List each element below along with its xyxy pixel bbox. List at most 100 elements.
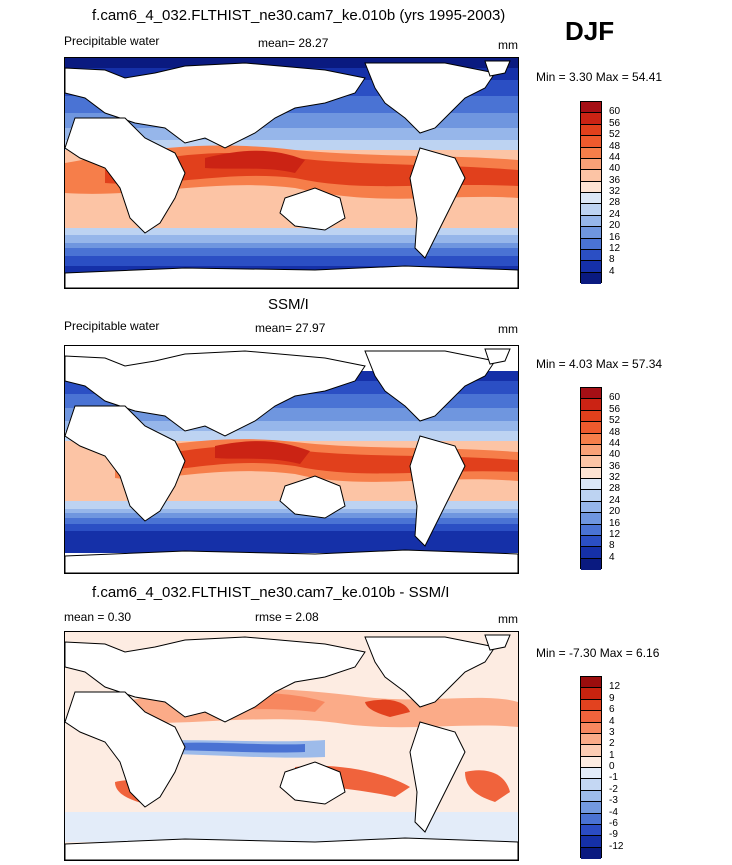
panel-title: f.cam6_4_032.FLTHIST_ne30.cam7_ke.010b (… bbox=[92, 7, 506, 24]
colorbar-tick-label: -4 bbox=[609, 806, 618, 818]
colorbar-swatch bbox=[581, 467, 601, 479]
colorbar-tick-label: 0 bbox=[609, 761, 615, 772]
colorbar-tick-label: 44 bbox=[609, 437, 621, 449]
colorbar-tick-label: 4 bbox=[609, 715, 615, 727]
colorbar-tick-label: -6 bbox=[609, 817, 618, 829]
colorbar-swatch bbox=[581, 238, 601, 250]
mean-label: mean= 28.27 bbox=[258, 36, 329, 50]
colorbar-tick-label: 4 bbox=[609, 551, 615, 563]
colorbar-swatch bbox=[581, 444, 601, 457]
colorbar-observation bbox=[580, 387, 602, 570]
map-observation-svg bbox=[65, 346, 518, 573]
mean-label: mean= 27.97 bbox=[255, 321, 326, 335]
colorbar-tick-label: -9 bbox=[609, 829, 618, 841]
colorbar-tick-label: 12 bbox=[609, 242, 621, 254]
colorbar-tick-label: -12 bbox=[609, 840, 624, 852]
colorbar-swatch bbox=[581, 722, 601, 734]
map-model bbox=[64, 57, 519, 289]
colorbar-swatch bbox=[581, 802, 601, 814]
colorbar-swatch bbox=[581, 847, 601, 859]
colorbar-tick-label: 56 bbox=[609, 403, 621, 415]
colorbar-swatch bbox=[581, 181, 601, 193]
colorbar-swatch bbox=[581, 733, 601, 746]
map-difference-svg bbox=[65, 632, 518, 860]
colorbar-swatch bbox=[581, 677, 601, 689]
colorbar-tick-label: 28 bbox=[609, 197, 621, 209]
colorbar-tick-label: 16 bbox=[609, 517, 621, 529]
colorbar-tick-label: 1 bbox=[609, 749, 615, 761]
colorbar-tick-label: 4 bbox=[609, 265, 615, 277]
colorbar-tick-label: 52 bbox=[609, 415, 621, 427]
colorbar-model bbox=[580, 101, 602, 284]
colorbar-swatch bbox=[581, 124, 601, 137]
colorbar-tick-label: 40 bbox=[609, 449, 621, 461]
minmax-label: Min = 4.03 Max = 57.34 bbox=[536, 357, 663, 371]
colorbar-swatch bbox=[581, 102, 601, 114]
colorbar-tick-label: 32 bbox=[609, 472, 621, 483]
variable-label: Precipitable water bbox=[64, 34, 160, 48]
colorbar-tick-label: 12 bbox=[609, 681, 621, 693]
colorbar-swatch bbox=[581, 688, 601, 700]
colorbar-swatch bbox=[581, 261, 601, 273]
minmax-label: Min = 3.30 Max = 54.41 bbox=[536, 70, 663, 84]
map-observation bbox=[64, 345, 519, 574]
panel-title: f.cam6_4_032.FLTHIST_ne30.cam7_ke.010b -… bbox=[92, 584, 450, 601]
colorbar-swatch bbox=[581, 456, 601, 468]
colorbar-swatch bbox=[581, 158, 601, 171]
colorbar-tick-label: 16 bbox=[609, 231, 621, 243]
colorbar-tick-label: 32 bbox=[609, 186, 621, 197]
colorbar-swatch bbox=[581, 249, 601, 262]
colorbar-tick-label: 20 bbox=[609, 220, 621, 232]
mean-label: mean = 0.30 bbox=[64, 610, 132, 624]
colorbar-swatch bbox=[581, 399, 601, 411]
colorbar-tick-label: -1 bbox=[609, 772, 618, 784]
colorbar-tick-label: 36 bbox=[609, 460, 621, 472]
colorbar-swatch bbox=[581, 547, 601, 559]
colorbar-tick-label: 12 bbox=[609, 528, 621, 540]
colorbar-tick-label: 44 bbox=[609, 151, 621, 163]
colorbar-swatch bbox=[581, 422, 601, 434]
colorbar-swatch bbox=[581, 768, 601, 780]
colorbar-tick-label: 48 bbox=[609, 426, 621, 438]
colorbar-tick-label: 3 bbox=[609, 726, 615, 738]
colorbar-tick-label: 60 bbox=[609, 106, 621, 118]
season-label: DJF bbox=[565, 16, 615, 46]
colorbar-tick-label: 6 bbox=[609, 704, 615, 716]
colorbar-tick-label: 28 bbox=[609, 483, 621, 495]
colorbar-tick-label: 20 bbox=[609, 506, 621, 518]
colorbar-tick-label: 36 bbox=[609, 174, 621, 186]
colorbar-tick-label: 52 bbox=[609, 129, 621, 141]
colorbar-tick-label: 9 bbox=[609, 692, 615, 704]
colorbar-swatch bbox=[581, 490, 601, 502]
colorbar-swatch bbox=[581, 836, 601, 848]
colorbar-swatch bbox=[581, 535, 601, 548]
colorbar-tick-label: 8 bbox=[609, 254, 615, 266]
colorbar-swatch bbox=[581, 824, 601, 837]
units-label: mm bbox=[498, 38, 518, 52]
colorbar-swatch bbox=[581, 410, 601, 423]
units-label: mm bbox=[498, 322, 518, 336]
colorbar-tick-label: 8 bbox=[609, 540, 615, 552]
colorbar-swatch bbox=[581, 779, 601, 791]
colorbar-tick-label: -2 bbox=[609, 783, 618, 795]
variable-label: Precipitable water bbox=[64, 319, 160, 333]
colorbar-swatch bbox=[581, 136, 601, 148]
colorbar-swatch bbox=[581, 699, 601, 712]
units-label: mm bbox=[498, 612, 518, 626]
colorbar-difference bbox=[580, 676, 602, 859]
colorbar-swatch bbox=[581, 147, 601, 159]
colorbar-swatch bbox=[581, 790, 601, 803]
colorbar-swatch bbox=[581, 227, 601, 239]
colorbar-swatch bbox=[581, 524, 601, 536]
colorbar-swatch bbox=[581, 170, 601, 182]
colorbar-swatch bbox=[581, 479, 601, 491]
colorbar-swatch bbox=[581, 711, 601, 723]
colorbar-swatch bbox=[581, 193, 601, 205]
colorbar-tick-label: 2 bbox=[609, 738, 615, 750]
colorbar-swatch bbox=[581, 813, 601, 825]
colorbar-swatch bbox=[581, 501, 601, 514]
map-model-svg bbox=[65, 58, 518, 288]
colorbar-swatch bbox=[581, 756, 601, 768]
colorbar-swatch bbox=[581, 215, 601, 228]
colorbar-swatch bbox=[581, 272, 601, 284]
